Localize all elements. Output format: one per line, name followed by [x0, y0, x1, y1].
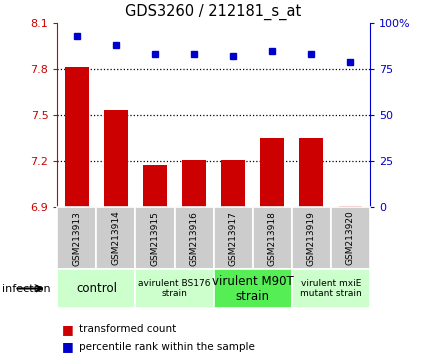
Bar	[331, 207, 370, 269]
Bar	[136, 207, 175, 269]
Text: GSM213918: GSM213918	[268, 211, 277, 266]
Bar	[252, 207, 292, 269]
Text: GSM213916: GSM213916	[190, 211, 198, 266]
Bar	[136, 269, 213, 308]
Bar	[213, 269, 292, 308]
Bar	[213, 207, 252, 269]
Bar	[104, 110, 128, 207]
Text: percentile rank within the sample: percentile rank within the sample	[79, 342, 255, 352]
Bar	[143, 165, 167, 207]
Text: transformed count: transformed count	[79, 324, 176, 334]
Text: GSM213913: GSM213913	[72, 211, 82, 266]
Text: GSM213917: GSM213917	[229, 211, 238, 266]
Bar	[175, 207, 213, 269]
Text: avirulent BS176
strain: avirulent BS176 strain	[138, 279, 211, 298]
Text: infection: infection	[2, 284, 51, 293]
Bar	[300, 138, 323, 207]
Text: GSM213914: GSM213914	[111, 211, 120, 266]
Bar	[338, 206, 362, 207]
Text: GSM213919: GSM213919	[307, 211, 316, 266]
Text: GSM213920: GSM213920	[346, 211, 355, 266]
Text: virulent M90T
strain: virulent M90T strain	[212, 274, 294, 303]
Text: GSM213915: GSM213915	[150, 211, 159, 266]
Bar	[261, 138, 284, 207]
Bar	[221, 160, 245, 207]
Bar	[292, 269, 370, 308]
Bar	[57, 207, 96, 269]
Text: control: control	[76, 282, 117, 295]
Bar	[292, 207, 331, 269]
Text: ■: ■	[62, 323, 74, 336]
Bar	[182, 160, 206, 207]
Bar	[65, 67, 88, 207]
Title: GDS3260 / 212181_s_at: GDS3260 / 212181_s_at	[125, 4, 302, 20]
Bar	[57, 269, 136, 308]
Bar	[96, 207, 136, 269]
Text: virulent mxiE
mutant strain: virulent mxiE mutant strain	[300, 279, 362, 298]
Text: ■: ■	[62, 341, 74, 353]
